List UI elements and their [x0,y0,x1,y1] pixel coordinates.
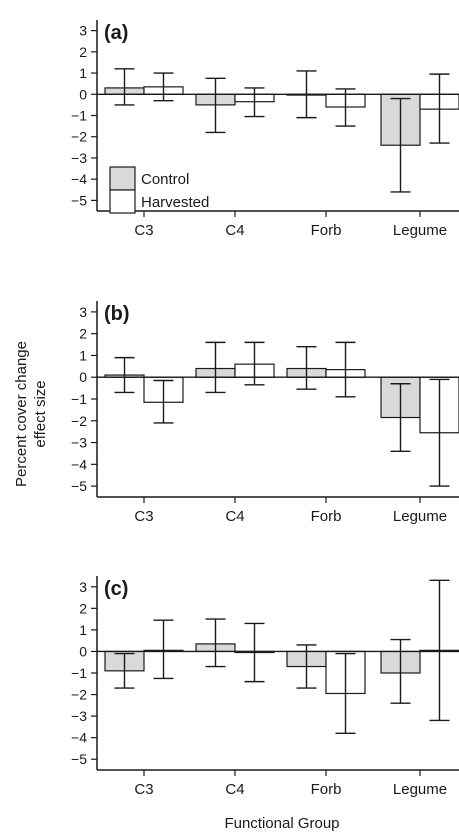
y-tick-label: −5 [71,192,87,208]
y-tick-label: −5 [71,478,87,494]
y-tick-label: −2 [71,687,87,703]
x-axis-title: Functional Group [224,815,339,832]
x-tick-label-c3: C3 [134,781,153,798]
x-tick-label-forb: Forb [311,508,342,525]
y-tick-label: −5 [71,751,87,767]
x-tick-label-c3: C3 [134,222,153,239]
y-tick-label: −2 [71,129,87,145]
y-tick-label: 0 [79,369,87,385]
y-tick-label: 0 [79,86,87,102]
y-axis-title-line-2: effect size [32,380,49,447]
y-tick-label: −4 [71,730,87,746]
legend-label-control: Control [141,171,189,188]
y-tick-label: 1 [79,622,87,638]
x-tick-label-legume: Legume [393,781,447,798]
y-tick-label: −3 [71,708,87,724]
y-tick-label: −1 [71,108,87,124]
legend-swatch-control [109,166,136,191]
x-tick-label-forb: Forb [311,222,342,239]
y-tick-label: 2 [79,600,87,616]
panel-2: 3 2 1 0 −1 −2 −3 −4 −5 C3 C4 Forb Legume (c) [71,576,459,798]
y-tick-label: −4 [71,171,87,187]
y-tick-label: 2 [79,326,87,342]
x-tick-label-legume: Legume [393,508,447,525]
x-tick-label-legume: Legume [393,222,447,239]
panel-label: (c) [104,578,128,600]
y-tick-label: −4 [71,456,87,472]
panel-label: (b) [104,303,130,325]
y-tick-label: 2 [79,44,87,60]
y-tick-label: 3 [79,304,87,320]
panel-1: 3 2 1 0 −1 −2 −3 −4 −5 C3 C4 Forb Legume (b) [71,301,459,525]
y-tick-label: −3 [71,435,87,451]
x-tick-label-c4: C4 [225,222,244,239]
panel-label: (a) [104,22,128,44]
legend-label-harvested: Harvested [141,194,209,211]
y-tick-label: −3 [71,150,87,166]
y-tick-label: 0 [79,643,87,659]
x-tick-label-forb: Forb [311,781,342,798]
x-tick-label-c4: C4 [225,781,244,798]
y-tick-label: 3 [79,23,87,39]
y-tick-label: −1 [71,665,87,681]
x-tick-label-c4: C4 [225,508,244,525]
y-tick-label: 3 [79,579,87,595]
y-tick-label: 1 [79,347,87,363]
panel-0: 3 2 1 0 −1 −2 −3 −4 −5 C3 C4 Forb Legume (a) Control Ha… [71,20,459,239]
y-tick-label: −1 [71,391,87,407]
legend-swatch-harvested [109,189,136,214]
y-axis-title-line-1: Percent cover change [13,341,30,487]
x-tick-label-c3: C3 [134,508,153,525]
y-tick-label: −2 [71,413,87,429]
y-tick-label: 1 [79,65,87,81]
